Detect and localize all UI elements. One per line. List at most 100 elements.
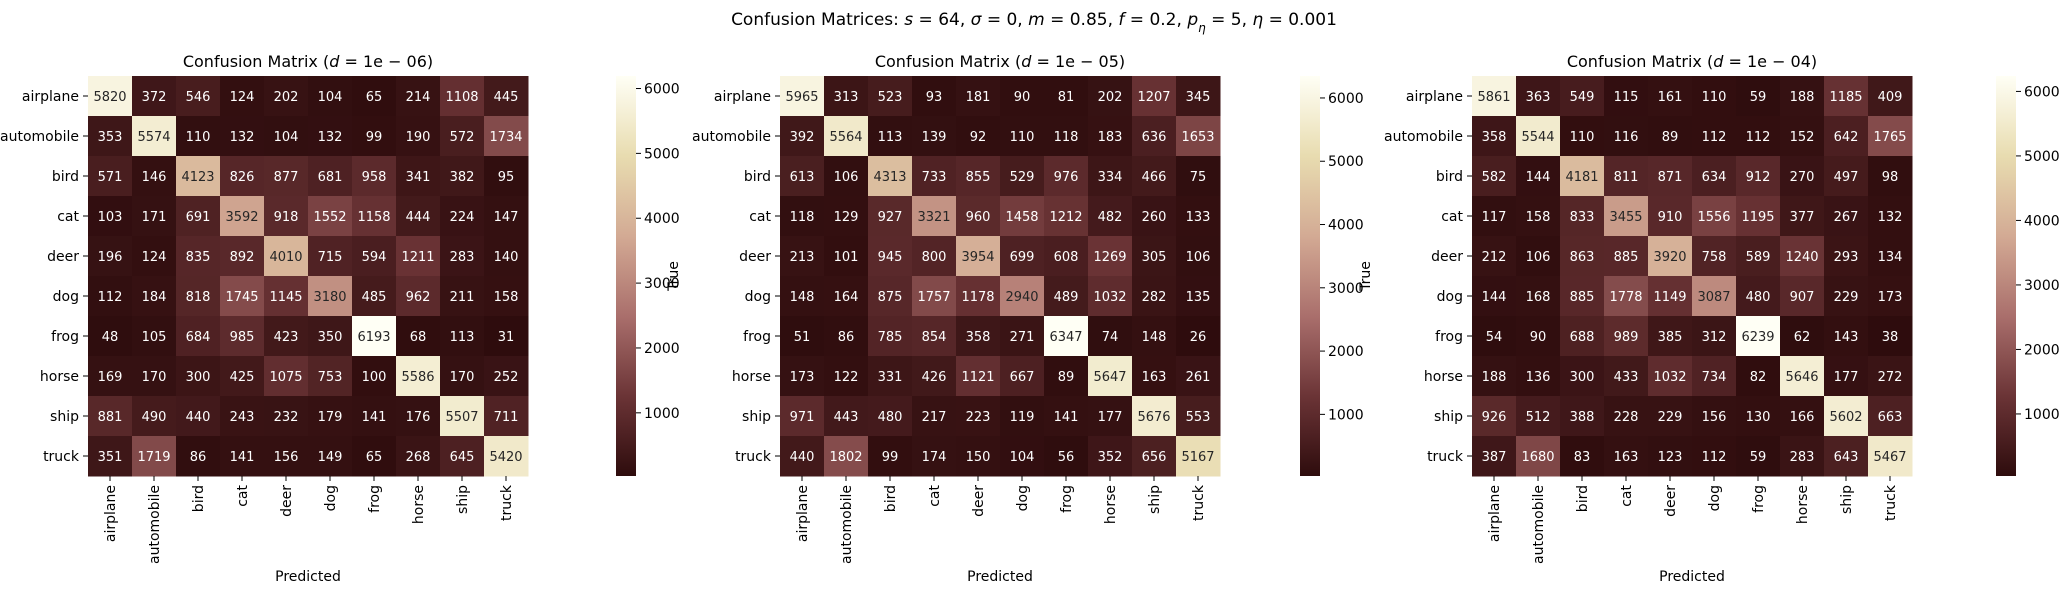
- x-tick-label: cat: [235, 484, 251, 506]
- x-tick-label: truck: [1883, 484, 1899, 521]
- cell-value-label: 910: [1658, 210, 1683, 225]
- cell-value-label: 141: [230, 450, 255, 465]
- cell-value-label: 166: [1790, 410, 1815, 425]
- x-tick-label: frog: [1059, 485, 1075, 513]
- heatmap-cell: [1824, 436, 1869, 477]
- heatmap-cell: [1472, 196, 1517, 237]
- x-tick-label: horse: [1795, 485, 1811, 524]
- heatmap-cell: [1176, 116, 1221, 157]
- heatmap-cell: [1088, 436, 1133, 477]
- heatmap-cell: [484, 116, 529, 157]
- cell-value-label: 163: [1614, 450, 1639, 465]
- y-tick-label: truck: [735, 449, 772, 465]
- cell-value-label: 129: [834, 210, 859, 225]
- cell-value-label: 146: [142, 170, 167, 185]
- x-tick-label: dog: [1015, 485, 1031, 511]
- heatmap-panel-3: Confusion Matrix (d = 1e − 04)5861 363 549…: [1358, 52, 2060, 585]
- cell-value-label: 224: [450, 210, 475, 225]
- cell-value-label: 341: [406, 170, 431, 185]
- cell-value-label: 594: [362, 250, 387, 265]
- heatmap-cell: [440, 156, 485, 197]
- y-tick-label: automobile: [0, 129, 79, 145]
- cell-value-label: 132: [318, 130, 343, 145]
- cell-value-label: 546: [186, 90, 211, 105]
- heatmap-cell: [1868, 316, 1913, 357]
- cell-value-label: 377: [1790, 210, 1815, 225]
- cell-value-label: 482: [1098, 210, 1123, 225]
- heatmap-cell: [264, 196, 309, 237]
- cell-value-label: 1653: [1181, 130, 1214, 145]
- cell-value-label: 134: [1878, 250, 1903, 265]
- heatmap-cell: [352, 116, 397, 157]
- cell-value-label: 345: [1186, 90, 1211, 105]
- colorbar-tick-label: 6000: [1328, 91, 1364, 107]
- heatmap-cell: [1648, 236, 1693, 277]
- cell-value-label: 260: [1142, 210, 1167, 225]
- heatmap-cell: [824, 196, 869, 237]
- y-tick-label: horse: [732, 369, 771, 385]
- x-tick-label: frog: [1751, 485, 1767, 513]
- y-tick-label: cat: [1441, 209, 1463, 225]
- cell-value-label: 636: [1142, 130, 1167, 145]
- heatmap-cell: [1692, 436, 1737, 477]
- cell-value-label: 104: [318, 90, 343, 105]
- cell-value-label: 139: [922, 130, 947, 145]
- heatmap-cell: [1824, 356, 1869, 397]
- heatmap-cell: [308, 156, 353, 197]
- cell-value-label: 553: [1186, 410, 1211, 425]
- heatmap-cell: [912, 316, 957, 357]
- cell-value-label: 642: [1834, 130, 1859, 145]
- cell-value-label: 785: [878, 330, 903, 345]
- cell-value-label: 733: [922, 170, 947, 185]
- heatmap-cell: [1780, 116, 1825, 157]
- heatmap-cell: [1736, 356, 1781, 397]
- heatmap-cell: [352, 436, 397, 477]
- y-axis-label: True: [1358, 261, 1374, 292]
- heatmap-cell: [1000, 436, 1045, 477]
- cell-value-label: 112: [1702, 130, 1727, 145]
- heatmap-panel-1: Confusion Matrix (d = 1e − 06) 5820 372 546…: [0, 52, 680, 585]
- cell-value-label: 1075: [269, 370, 302, 385]
- cell-value-label: 426: [922, 370, 947, 385]
- colorbar-tick-label: 3000: [2024, 278, 2060, 294]
- cell-value-label: 1552: [313, 210, 346, 225]
- heatmap-cell: [264, 76, 309, 117]
- cell-value-label: 59: [1750, 450, 1767, 465]
- cell-value-label: 68: [410, 330, 427, 345]
- x-tick-label: dog: [323, 485, 339, 511]
- heatmap-cell: [912, 356, 957, 397]
- cell-value-label: 164: [834, 290, 859, 305]
- heatmap-cell: [1472, 156, 1517, 197]
- cell-value-label: 89: [1662, 130, 1679, 145]
- heatmap-cell: [1780, 396, 1825, 437]
- cell-value-label: 188: [1790, 90, 1815, 105]
- cell-value-label: 656: [1142, 450, 1167, 465]
- heatmap-cell: [1560, 436, 1605, 477]
- heatmap-cell: [220, 116, 265, 157]
- cell-value-label: 92: [970, 130, 987, 145]
- heatmap-cell: [1044, 196, 1089, 237]
- x-tick-label: automobile: [147, 485, 163, 564]
- cell-value-label: 1680: [1521, 450, 1554, 465]
- colorbar-tick-label: 5000: [1328, 154, 1364, 170]
- heatmap-cell: [352, 396, 397, 437]
- heatmap-cell: [440, 436, 485, 477]
- heatmap-cell: [1692, 356, 1737, 397]
- cell-value-label: 350: [318, 330, 343, 345]
- heatmap-cell: [1604, 116, 1649, 157]
- y-tick-label: automobile: [1384, 129, 1463, 145]
- heatmap-cell: [1088, 356, 1133, 397]
- x-tick-label: automobile: [839, 485, 855, 564]
- heatmap-cell: [1560, 316, 1605, 357]
- cell-value-label: 5965: [785, 90, 818, 105]
- cell-value-label: 5646: [1785, 370, 1818, 385]
- heatmap-cell: [1088, 76, 1133, 117]
- heatmap-cell: [132, 356, 177, 397]
- heatmap-cell: [1472, 236, 1517, 277]
- colorbar-tick-label: 1000: [2024, 407, 2060, 423]
- cell-value-label: 1745: [225, 290, 258, 305]
- cell-value-label: 65: [366, 90, 383, 105]
- heatmap-cell: [824, 156, 869, 197]
- heatmap-cell: [220, 316, 265, 357]
- cell-value-label: 113: [450, 330, 475, 345]
